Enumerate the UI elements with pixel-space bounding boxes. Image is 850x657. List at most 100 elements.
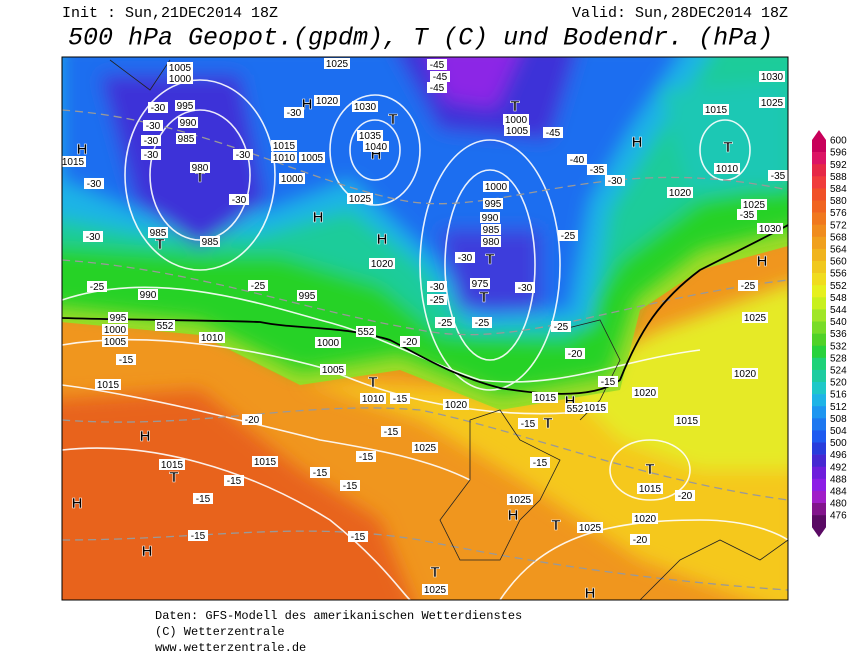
temperature-label: -15 xyxy=(533,458,548,469)
label-box xyxy=(84,178,104,189)
label-box xyxy=(363,141,389,152)
label-box xyxy=(768,170,788,181)
label-box xyxy=(155,320,175,331)
legend-swatch xyxy=(812,309,826,322)
temperature-label: -35 xyxy=(590,165,605,176)
temperature-label: -15 xyxy=(191,531,206,542)
label-box xyxy=(427,281,447,292)
pressure-center: T xyxy=(551,517,560,534)
temperature-label: -20 xyxy=(633,535,648,546)
legend-label: 564 xyxy=(830,245,847,256)
isobar-label: 1010 xyxy=(362,394,385,405)
label-box xyxy=(481,236,501,247)
temperature-label: -15 xyxy=(351,532,366,543)
isobar-label: 1000 xyxy=(485,182,508,193)
isobar-label: 1040 xyxy=(365,142,388,153)
label-box xyxy=(193,493,213,504)
temperature-label: -15 xyxy=(521,419,536,430)
label-box xyxy=(233,149,253,160)
legend-label: 496 xyxy=(830,450,847,461)
legend-swatch xyxy=(812,212,826,225)
label-box xyxy=(284,107,304,118)
label-box xyxy=(598,376,618,387)
legend-swatch xyxy=(812,418,826,431)
temperature-label: -40 xyxy=(570,155,585,166)
label-box xyxy=(507,494,533,505)
label-box xyxy=(175,100,195,111)
legend-swatch xyxy=(812,357,826,371)
label-box xyxy=(199,332,225,343)
label-box xyxy=(714,163,740,174)
label-box xyxy=(742,312,768,323)
valid-time: Valid: Sun,28DEC2014 18Z xyxy=(572,5,788,22)
legend-arrow xyxy=(812,527,826,538)
label-box xyxy=(271,152,297,163)
legend-swatch xyxy=(812,261,826,274)
legend-swatch xyxy=(812,236,826,250)
legend-label: 580 xyxy=(830,196,847,207)
legend-label: 536 xyxy=(830,329,847,340)
label-box xyxy=(532,392,558,403)
isobar-label: 1010 xyxy=(273,153,296,164)
isobar-label: 1005 xyxy=(322,365,345,376)
temperature-label: -15 xyxy=(601,377,616,388)
label-box xyxy=(252,456,278,467)
isobar-label: 1015 xyxy=(639,484,662,495)
legend-label: 552 xyxy=(830,281,847,292)
temperature-label: -25 xyxy=(430,295,445,306)
label-box xyxy=(200,236,220,247)
label-box xyxy=(637,483,663,494)
isobar-label: 985 xyxy=(202,237,219,248)
isobar-label: 552 xyxy=(358,327,375,338)
label-box xyxy=(279,173,305,184)
label-box xyxy=(108,312,128,323)
temperature-label: -30 xyxy=(146,121,161,132)
isobar-label: 1015 xyxy=(676,416,699,427)
pressure-center: T xyxy=(388,111,397,128)
label-box xyxy=(148,227,168,238)
legend-label: 484 xyxy=(830,487,847,498)
legend-swatch xyxy=(812,442,826,455)
isobar-label: 1025 xyxy=(326,59,349,70)
label-box xyxy=(483,181,509,192)
isobar-label: 1000 xyxy=(317,338,340,349)
legend-swatch xyxy=(812,406,826,419)
label-box xyxy=(427,294,447,305)
pressure-center: H xyxy=(371,146,382,163)
isobar-label: 1020 xyxy=(734,369,757,380)
label-box xyxy=(297,290,317,301)
isobar-label: 1010 xyxy=(201,333,224,344)
legend-label: 520 xyxy=(830,378,847,389)
legend-swatch xyxy=(812,503,826,516)
pressure-center: H xyxy=(77,141,88,158)
legend-swatch xyxy=(812,454,826,467)
label-box xyxy=(667,187,693,198)
pressure-center: H xyxy=(757,253,768,270)
label-box xyxy=(577,522,603,533)
label-box xyxy=(248,280,268,291)
pressure-center: T xyxy=(155,236,164,253)
temperature-label: -30 xyxy=(236,150,251,161)
label-box xyxy=(605,175,625,186)
temperature-label: -20 xyxy=(678,491,693,502)
label-box xyxy=(390,393,410,404)
label-box xyxy=(443,399,469,410)
isobar-label: 1000 xyxy=(104,325,127,336)
legend-swatch xyxy=(812,248,826,262)
label-box xyxy=(759,71,785,82)
label-box xyxy=(481,224,501,235)
isobar-label: 980 xyxy=(483,237,500,248)
label-box xyxy=(503,114,529,125)
isobar-label: 975 xyxy=(472,279,489,290)
isobar-label: 1005 xyxy=(169,63,192,74)
legend-label: 544 xyxy=(830,305,847,316)
label-box xyxy=(159,459,185,470)
isobar-label: 995 xyxy=(110,313,127,324)
isobar-label: 1025 xyxy=(743,200,766,211)
label-box xyxy=(310,467,330,478)
label-box xyxy=(224,475,244,486)
label-box xyxy=(483,198,503,209)
label-box xyxy=(558,230,578,241)
legend-label: 528 xyxy=(830,353,847,364)
isobar-label: 1005 xyxy=(104,337,127,348)
